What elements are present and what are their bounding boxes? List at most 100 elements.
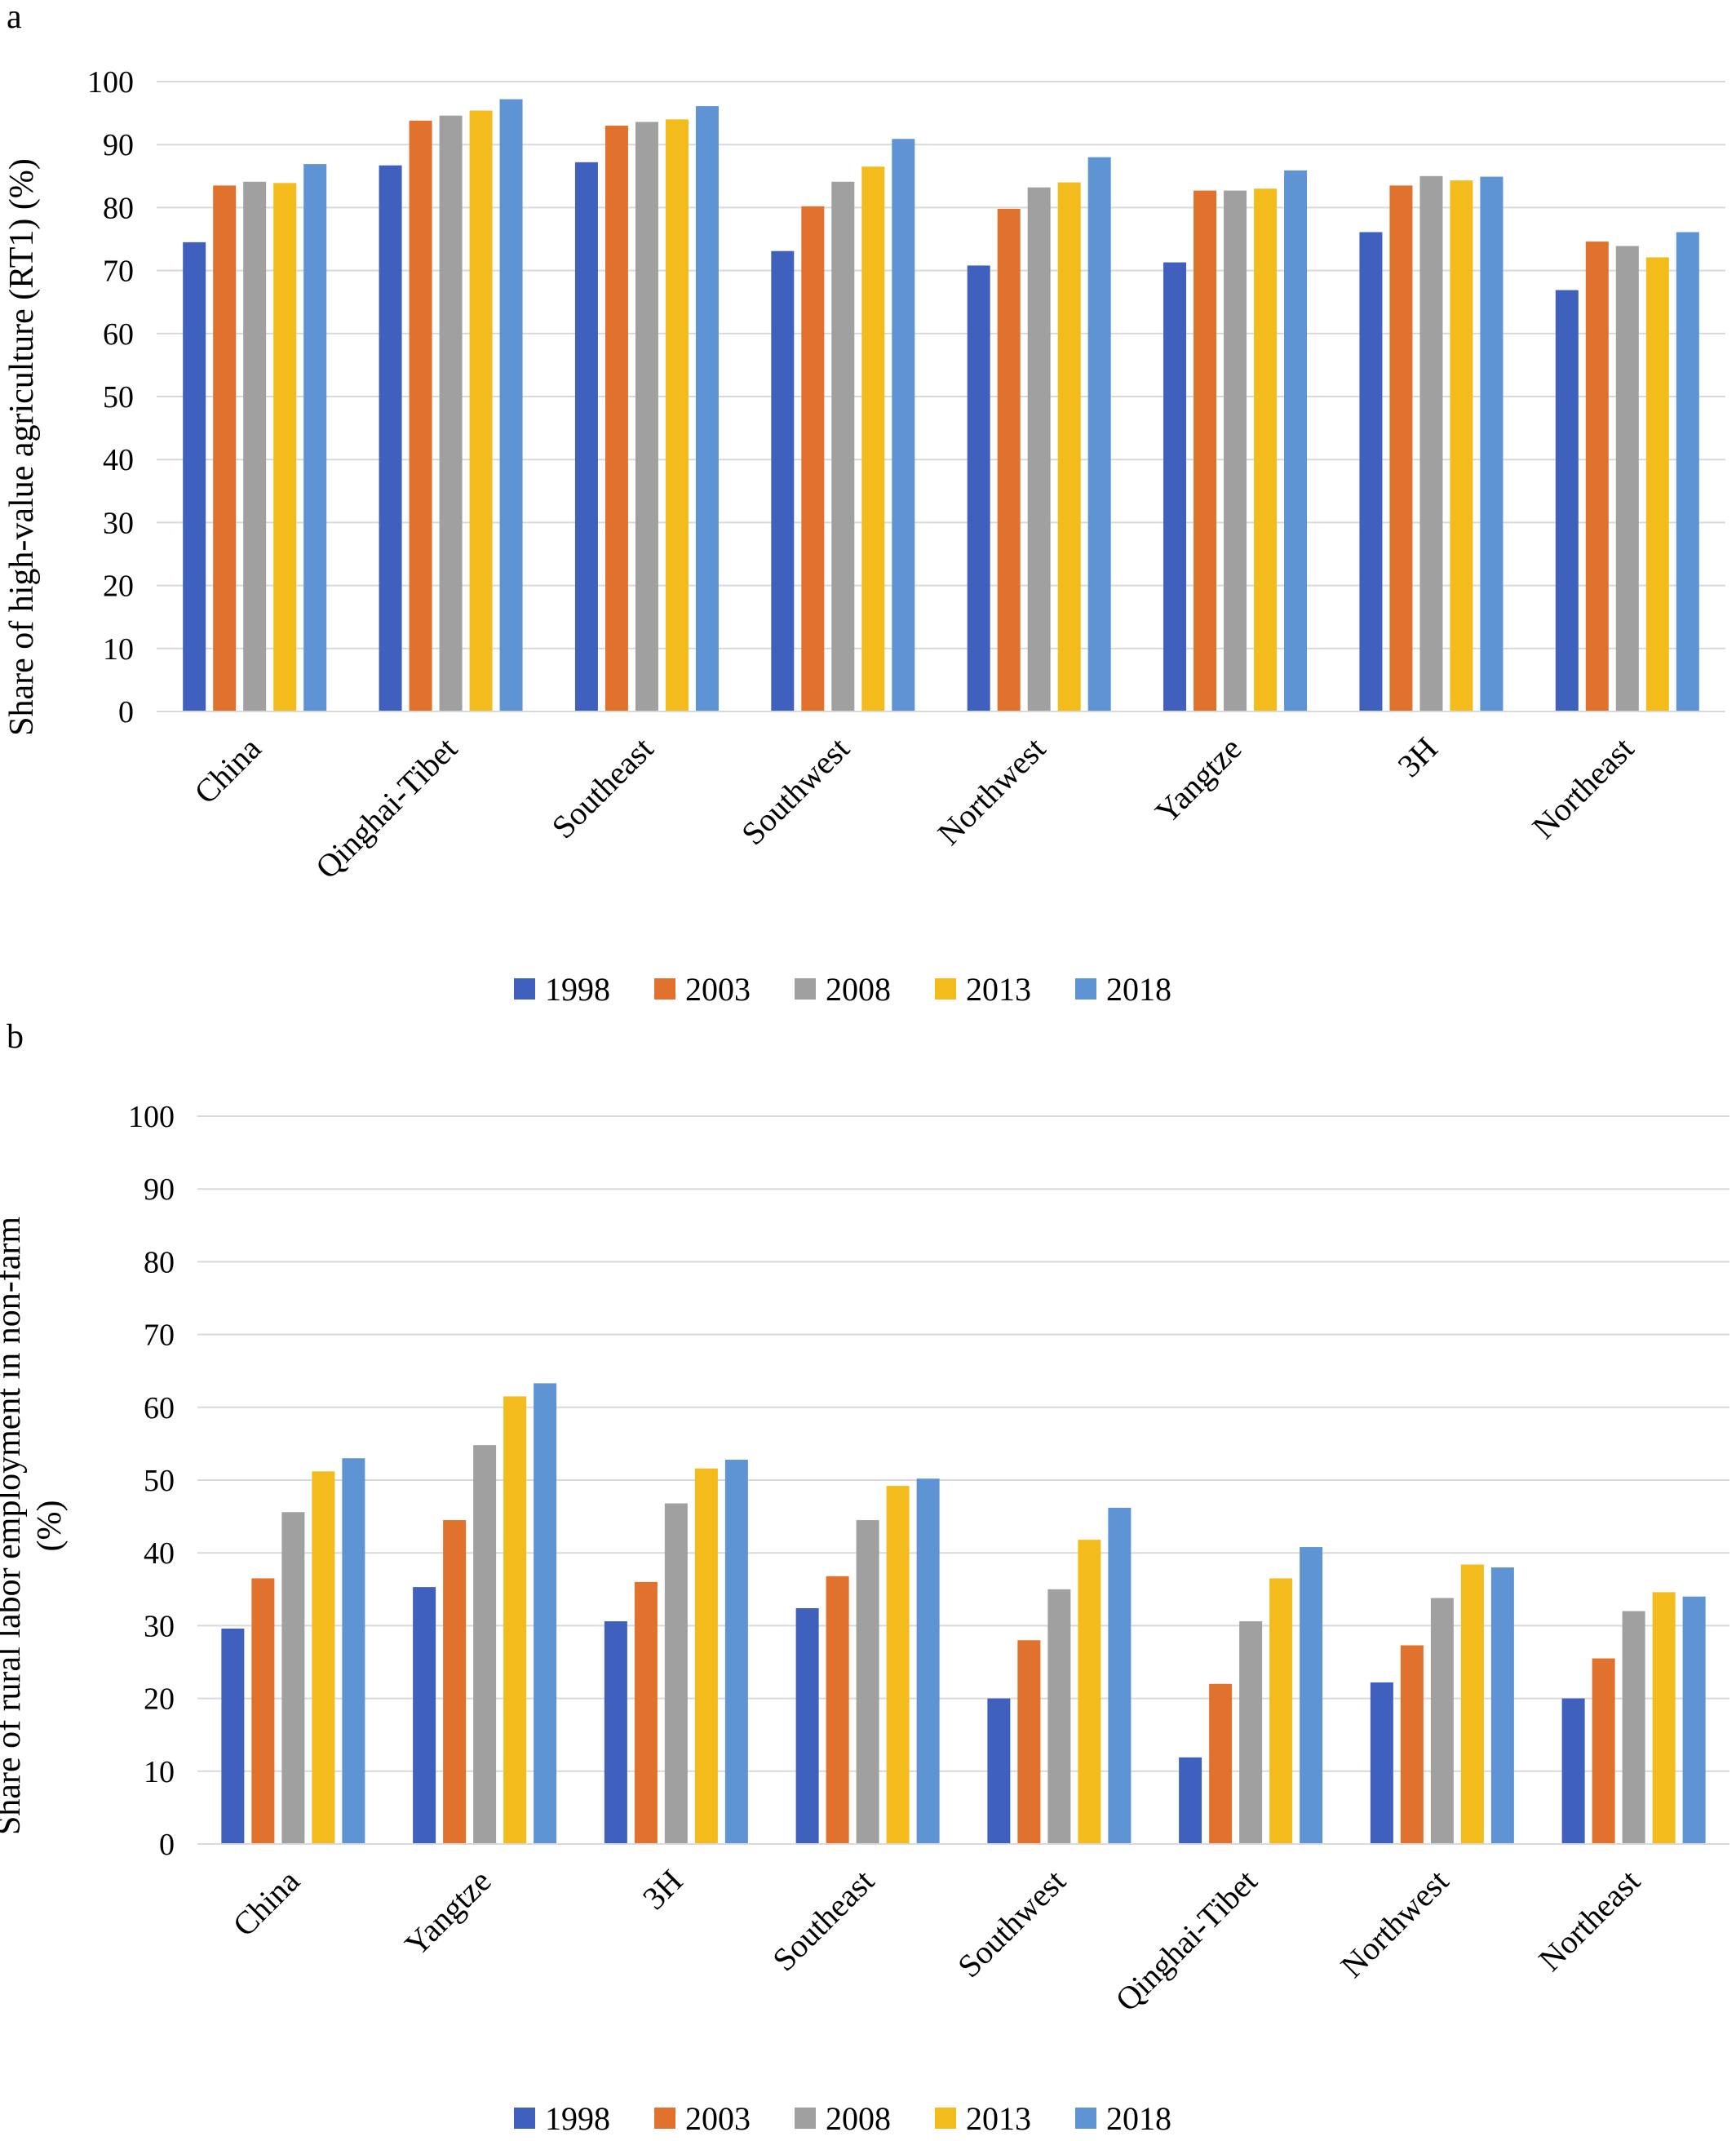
y-tick-label: 50 [144, 1464, 175, 1498]
bar-yangtze-2008 [1224, 190, 1247, 711]
bar-yangtze-1998 [1163, 262, 1187, 712]
bar-southeast-2008 [635, 122, 658, 711]
y-tick-label: 90 [144, 1172, 175, 1207]
y-tick-label: 30 [144, 1609, 175, 1643]
bar-3h-2013 [694, 1468, 718, 1844]
bar-southwest-2018 [892, 139, 915, 711]
x-category-label: Southeast [544, 730, 660, 846]
y-tick-label: 20 [103, 570, 134, 604]
y-tick-label: 90 [103, 128, 134, 162]
bar-qinghai-tibet-2008 [439, 115, 463, 712]
bar-qinghai-tibet-1998 [1179, 1757, 1202, 1844]
y-tick-label: 40 [103, 443, 134, 477]
bar-northwest-2003 [997, 208, 1021, 712]
x-category-label: 3H [1390, 730, 1444, 784]
panel-b-label: b [7, 1018, 24, 1056]
bar-3h-2003 [634, 1581, 658, 1844]
x-category-label: Northwest [930, 730, 1052, 853]
bar-china-2013 [312, 1471, 335, 1844]
legend-swatch [1075, 978, 1096, 1000]
bar-northwest-1998 [1370, 1682, 1393, 1844]
y-tick-label: 100 [128, 1100, 175, 1134]
y-tick-label: 80 [144, 1245, 175, 1279]
bar-southeast-2018 [916, 1478, 940, 1844]
x-category-label: Qinghai-Tibet [1108, 1863, 1264, 2019]
panel-a-label: a [7, 0, 22, 36]
y-axis-label: Share of rural labor employment in non-f… [0, 1217, 69, 1835]
bar-southeast-1998 [795, 1607, 819, 1844]
bar-yangtze-2013 [1254, 188, 1278, 712]
bar-china-1998 [221, 1628, 245, 1844]
legend-swatch [654, 978, 675, 1000]
bar-northwest-2013 [1057, 182, 1081, 711]
bar-southwest-2013 [1078, 1540, 1101, 1844]
x-category-label: Southwest [734, 730, 857, 853]
bar-southeast-1998 [574, 162, 598, 712]
legend-label: 1998 [545, 971, 610, 1008]
legend-swatch [935, 978, 956, 1000]
bar-northeast-2008 [1622, 1611, 1645, 1844]
chart-panel-b: b 0 10 20 30 40 50 60 70 80 90 100 Share of rural l… [0, 1020, 1736, 2141]
bar-qinghai-tibet-2018 [1300, 1547, 1323, 1844]
bar-southeast-2008 [856, 1520, 879, 1844]
bar-yangtze-2018 [534, 1383, 557, 1844]
bar-northwest-2018 [1490, 1567, 1514, 1844]
bar-3h-2003 [1389, 185, 1413, 711]
bar-southwest-1998 [771, 250, 795, 712]
bar-southeast-2003 [604, 126, 628, 712]
y-tick-label: 50 [103, 380, 134, 414]
legend-label: 2013 [966, 2100, 1031, 2137]
legend-label: 2003 [685, 2100, 751, 2137]
bar-northwest-2018 [1087, 157, 1111, 711]
bar-qinghai-tibet-2003 [409, 120, 432, 711]
bar-southeast-2018 [695, 106, 719, 711]
bar-qinghai-tibet-2003 [1209, 1683, 1233, 1844]
bar-northeast-2013 [1645, 257, 1669, 711]
legend-label: 2013 [966, 971, 1031, 1008]
bar-china-2013 [273, 183, 297, 712]
y-axis-label: Share of high-value agriculture (RT1) (%… [3, 158, 41, 736]
x-category-label: 3H [636, 1863, 689, 1917]
y-tick-label: 10 [144, 1755, 175, 1789]
bar-china-2018 [303, 164, 327, 711]
legend-swatch [795, 2108, 816, 2129]
bar-northwest-2008 [1027, 187, 1051, 712]
legend-swatch [1075, 2108, 1096, 2129]
bar-northeast-2018 [1682, 1596, 1706, 1844]
x-category-label: Qinghai-Tibet [308, 730, 464, 886]
bar-3h-2008 [664, 1503, 688, 1844]
bar-southeast-2013 [886, 1486, 910, 1844]
bar-southwest-2008 [1047, 1589, 1071, 1844]
y-tick-label: 30 [103, 506, 134, 540]
bar-northwest-2003 [1400, 1645, 1424, 1844]
bar-qinghai-tibet-2008 [1239, 1621, 1263, 1844]
x-category-label: Northeast [1525, 730, 1641, 846]
bar-northwest-2013 [1460, 1564, 1484, 1844]
y-tick-label: 70 [144, 1319, 175, 1353]
bar-southwest-1998 [987, 1698, 1011, 1844]
x-category-label: China [187, 729, 268, 811]
bar-yangtze-2008 [473, 1445, 497, 1844]
bar-southwest-2003 [1017, 1640, 1041, 1844]
legend-label: 2018 [1106, 2100, 1171, 2137]
y-tick-label: 0 [118, 695, 134, 729]
y-tick-label: 20 [144, 1682, 175, 1717]
bar-southeast-2013 [665, 119, 689, 711]
bar-3h-2018 [1480, 176, 1504, 711]
legend-label: 2018 [1106, 971, 1171, 1008]
bar-china-2003 [251, 1578, 275, 1844]
legend-swatch [795, 978, 816, 1000]
x-category-label: Yangtze [1148, 730, 1248, 831]
bar-qinghai-tibet-2013 [1269, 1578, 1293, 1844]
legend-swatch [514, 2108, 535, 2129]
y-tick-label: 70 [103, 255, 134, 289]
y-tick-label: 100 [87, 65, 134, 100]
bar-china-2008 [281, 1512, 305, 1844]
bar-qinghai-tibet-2013 [469, 110, 493, 712]
bar-3h-1998 [1359, 232, 1383, 711]
bar-northeast-2013 [1652, 1592, 1676, 1844]
legend-label: 2003 [685, 971, 751, 1008]
x-category-label: Northeast [1531, 1863, 1647, 1979]
legend-swatch [514, 978, 535, 1000]
x-category-label: China [225, 1862, 307, 1944]
